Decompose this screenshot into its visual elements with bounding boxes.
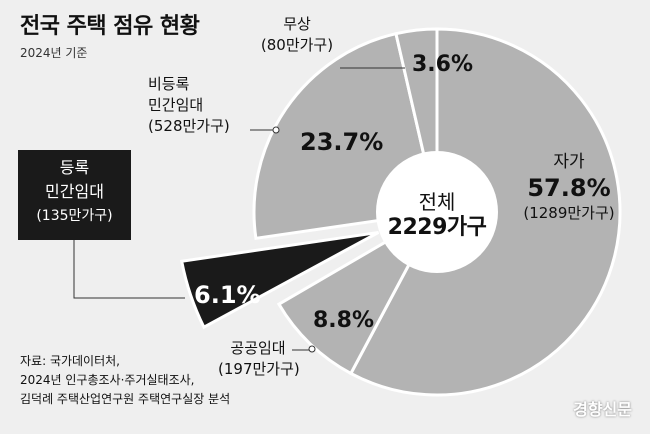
center-total-value: 2229가구 xyxy=(387,215,487,240)
label-musang: 무상 (80만가구) xyxy=(252,14,342,56)
label-bideungrok-count: (528만가구) xyxy=(148,117,230,135)
label-deungrok-count: (135만가구) xyxy=(36,208,113,224)
center-hole xyxy=(376,151,498,273)
label-bideungrok-line1: 비등록 xyxy=(148,75,190,93)
label-box-deungrok: 등록 민간임대 (135만가구) xyxy=(18,150,131,240)
chart-title: 전국 주택 점유 현황 xyxy=(20,14,200,39)
brand-logo: 경향신문 xyxy=(573,400,632,419)
label-jaga-count: (1289만가구) xyxy=(523,204,615,222)
source-note: 자료: 국가데이터처, 2024년 인구총조사·주거실태조사, 김덕례 주택산업… xyxy=(20,352,230,409)
pct-musang: 3.6% xyxy=(412,52,474,77)
source-line-3: 김덕례 주택산업연구원 주택연구실장 분석 xyxy=(20,392,231,406)
source-line-1: 자료: 국가데이터처, xyxy=(20,354,120,368)
center-total: 전체 2229가구 xyxy=(376,190,498,242)
label-deungrok-line1: 등록 xyxy=(59,158,90,177)
center-total-label: 전체 xyxy=(418,190,456,214)
label-gonggong: 공공임대 (197만가구) xyxy=(218,338,300,380)
pct-deungrok: 6.1% xyxy=(194,281,261,309)
label-musang-count: (80만가구) xyxy=(260,36,334,54)
pct-gonggong: 8.8% xyxy=(313,308,375,333)
label-gonggong-count: (197만가구) xyxy=(218,360,300,378)
chart-subtitle: 2024년 기준 xyxy=(20,46,88,60)
leader-dot-bideungrok xyxy=(272,126,280,134)
leader-deungrok xyxy=(73,240,185,299)
label-musang-name: 무상 xyxy=(283,15,311,33)
source-line-2: 2024년 인구총조사·주거실태조사, xyxy=(20,373,195,387)
pct-bideungrok: 23.7% xyxy=(300,128,384,156)
label-bideungrok: 비등록 민간임대 (528만가구) xyxy=(148,74,258,137)
pct-jaga: 57.8% xyxy=(527,174,611,202)
label-gonggong-name: 공공임대 xyxy=(230,339,286,357)
label-deungrok-line2: 민간임대 xyxy=(45,182,104,201)
label-jaga: 자가 57.8% (1289만가구) xyxy=(510,152,628,224)
leader-dot-gonggong xyxy=(308,345,316,353)
label-jaga-name: 자가 xyxy=(553,152,585,172)
slice-deungrok xyxy=(179,230,380,330)
label-bideungrok-line2: 민간임대 xyxy=(148,96,204,114)
